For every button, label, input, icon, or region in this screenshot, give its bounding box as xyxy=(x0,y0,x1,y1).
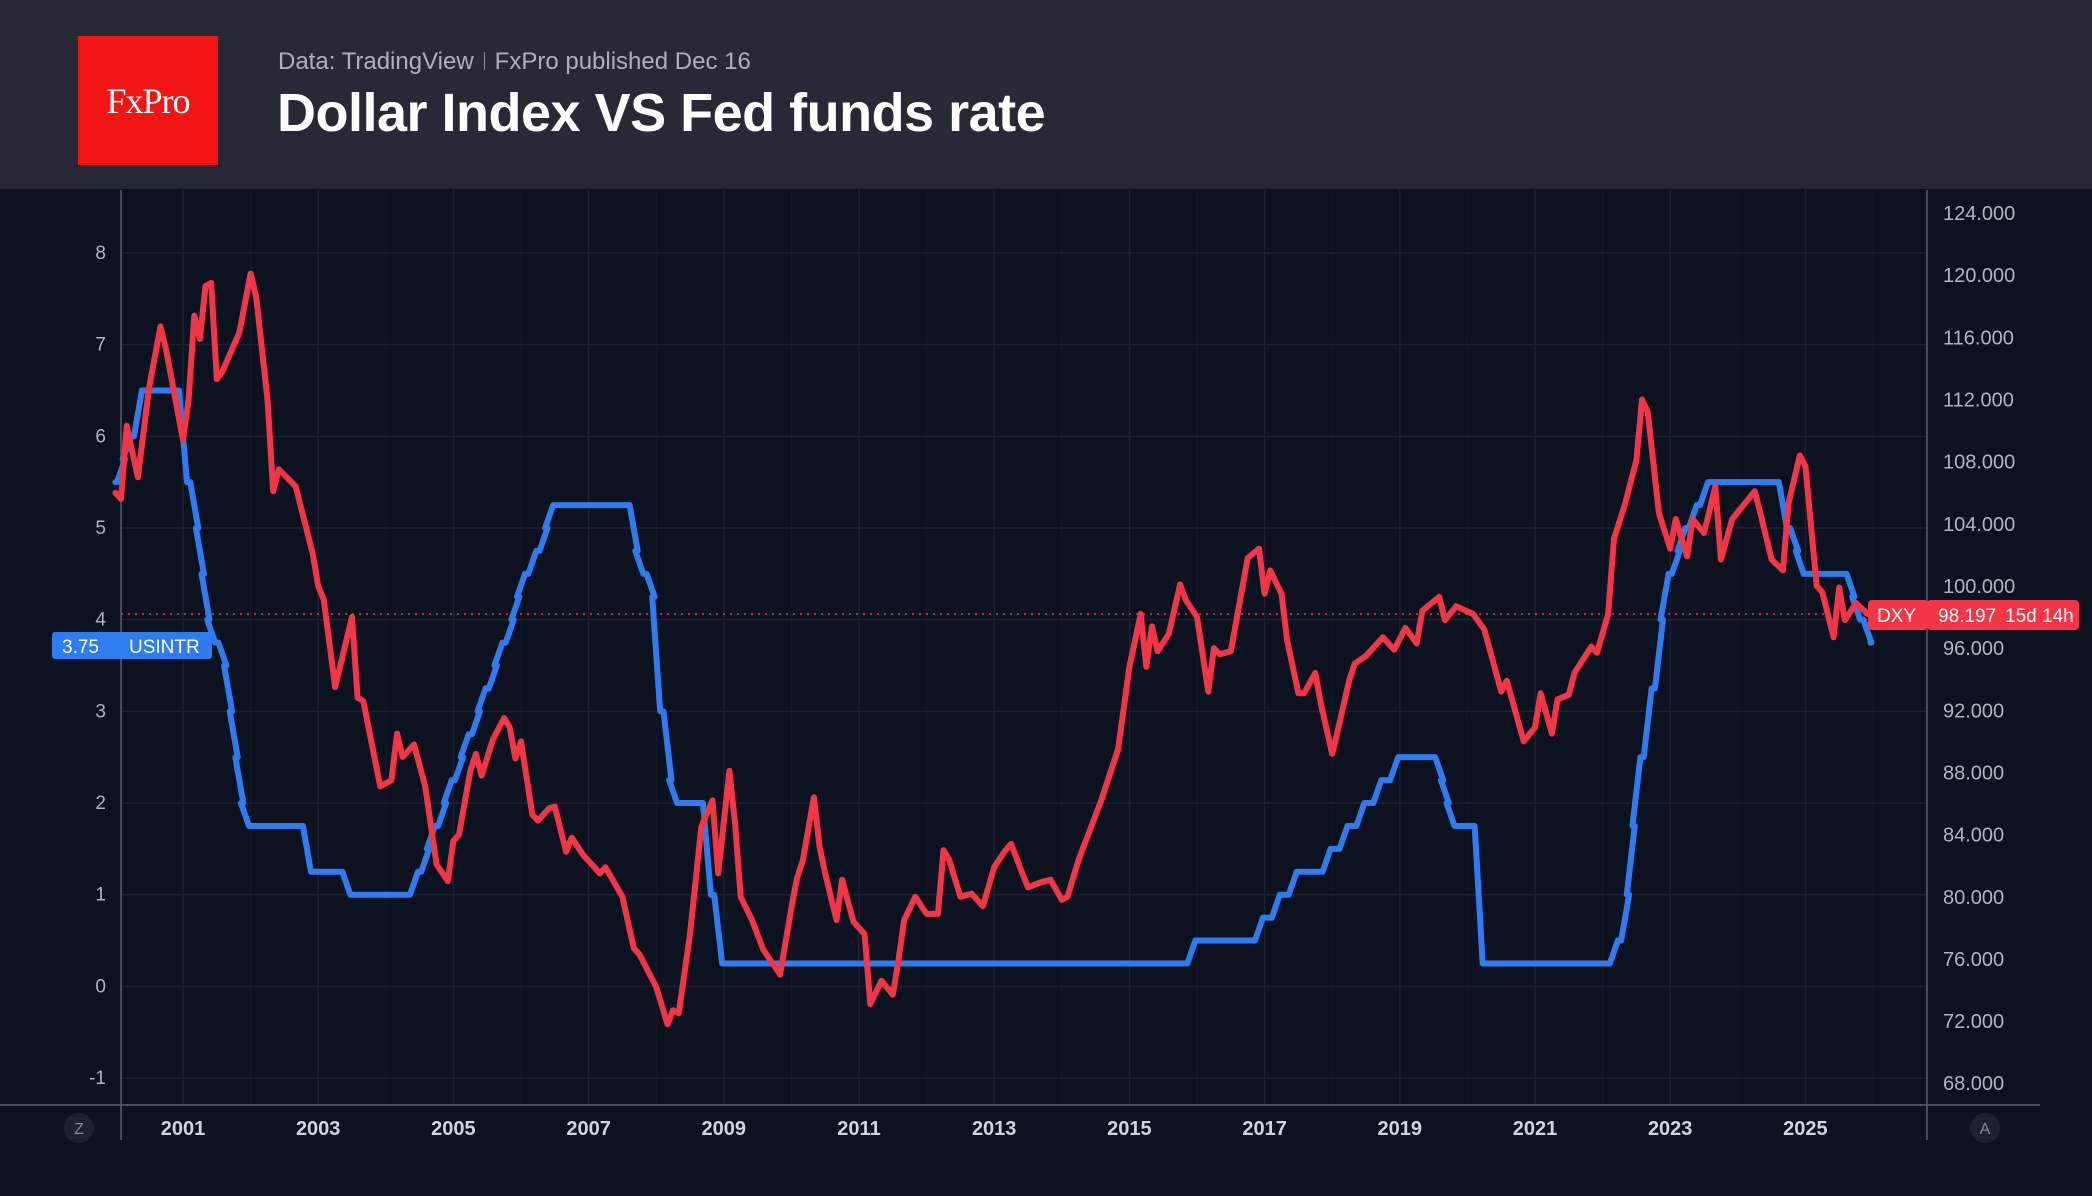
usintr-label: 3.75 USINTR xyxy=(52,632,212,659)
x-tick-label: 2001 xyxy=(161,1118,206,1140)
series-dxy-line xyxy=(112,270,1871,1028)
left-tick-label: 4 xyxy=(95,610,106,631)
left-tick-label: 7 xyxy=(95,335,106,356)
logo-text: FxPro xyxy=(106,80,190,121)
left-tick-label: 3 xyxy=(95,701,106,722)
left-tick-label: -1 xyxy=(89,1068,106,1089)
dxy-last-value: 98.197 xyxy=(1938,606,1996,627)
dxy-label: DXY 98.197 15d 14h xyxy=(1868,600,2079,630)
axes xyxy=(0,190,2040,1140)
usintr-series-name: USINTR xyxy=(129,637,200,658)
dxy-countdown: 15d 14h xyxy=(2005,606,2074,627)
x-tick-label: 2011 xyxy=(837,1118,880,1140)
fxpro-logo: FxPro xyxy=(78,36,218,165)
divider xyxy=(483,52,485,70)
right-tick-label: 100.000 xyxy=(1943,576,2015,598)
right-tick-label: 120.000 xyxy=(1943,265,2015,287)
usintr-last-value: 3.75 xyxy=(62,637,99,658)
header: FxPro Data: TradingView FxPro published D… xyxy=(0,0,2092,189)
right-tick-label: 104.000 xyxy=(1943,514,2015,536)
series-usintr-line xyxy=(112,387,1875,967)
dxy-name-bg xyxy=(1868,600,1928,630)
right-tick-label: 80.000 xyxy=(1943,887,2004,909)
right-tick-label: 108.000 xyxy=(1943,452,2015,474)
data-source: Data: TradingView xyxy=(278,48,474,75)
right-tick-label: 68.000 xyxy=(1943,1073,2004,1095)
left-tick-label: 5 xyxy=(95,518,106,539)
x-tick-label: 2015 xyxy=(1107,1118,1152,1140)
x-tick-label: 2007 xyxy=(566,1118,611,1140)
x-tick-label: 2005 xyxy=(431,1118,476,1140)
z-button-label[interactable]: Z xyxy=(74,1121,84,1138)
usintr-label-bg xyxy=(52,632,212,659)
left-tick-label: 1 xyxy=(95,885,106,906)
right-tick-label: 112.000 xyxy=(1943,389,2014,411)
published-date: FxPro published Dec 16 xyxy=(494,48,751,75)
x-tick-label: 2019 xyxy=(1378,1118,1423,1140)
a-button-bg[interactable] xyxy=(1970,1113,2000,1143)
right-tick-label: 96.000 xyxy=(1943,638,2004,660)
x-tick-label: 2017 xyxy=(1242,1118,1287,1140)
right-tick-label: 88.000 xyxy=(1943,762,2004,784)
z-button[interactable]: Z xyxy=(64,1113,94,1143)
right-tick-label: 76.000 xyxy=(1943,949,2004,971)
right-tick-label: 72.000 xyxy=(1943,1011,2004,1033)
dxy-value-bg xyxy=(1927,600,2079,630)
x-tick-label: 2009 xyxy=(702,1118,747,1140)
grid xyxy=(121,190,1927,1105)
subtitle: Data: TradingView FxPro published Dec 16 xyxy=(278,48,751,76)
page-title: Dollar Index VS Fed funds rate xyxy=(277,83,1046,143)
x-tick-label: 2025 xyxy=(1783,1118,1828,1140)
dxy-series-name: DXY xyxy=(1877,606,1916,627)
a-button[interactable]: A xyxy=(1970,1113,2000,1143)
right-tick-label: 84.000 xyxy=(1943,825,2004,847)
left-tick-label: 2 xyxy=(95,793,106,814)
right-tick-label: 92.000 xyxy=(1943,700,2004,722)
right-tick-label: 124.000 xyxy=(1943,203,2015,225)
tick-labels: 2001 2003 2005 2007 2009 2011 2013 2015 2017 2019… xyxy=(89,203,2015,1140)
left-tick-label: 0 xyxy=(95,976,106,997)
x-tick-label: 2003 xyxy=(296,1118,341,1140)
x-tick-label: 2013 xyxy=(972,1118,1017,1140)
x-tick-label: 2023 xyxy=(1648,1118,1693,1140)
left-tick-label: 8 xyxy=(95,243,106,264)
z-button-bg[interactable] xyxy=(64,1113,94,1143)
a-button-label[interactable]: A xyxy=(1980,1121,1991,1138)
x-tick-label: 2021 xyxy=(1513,1118,1558,1140)
right-tick-label: 116.000 xyxy=(1943,327,2014,349)
left-tick-label: 6 xyxy=(95,426,106,447)
